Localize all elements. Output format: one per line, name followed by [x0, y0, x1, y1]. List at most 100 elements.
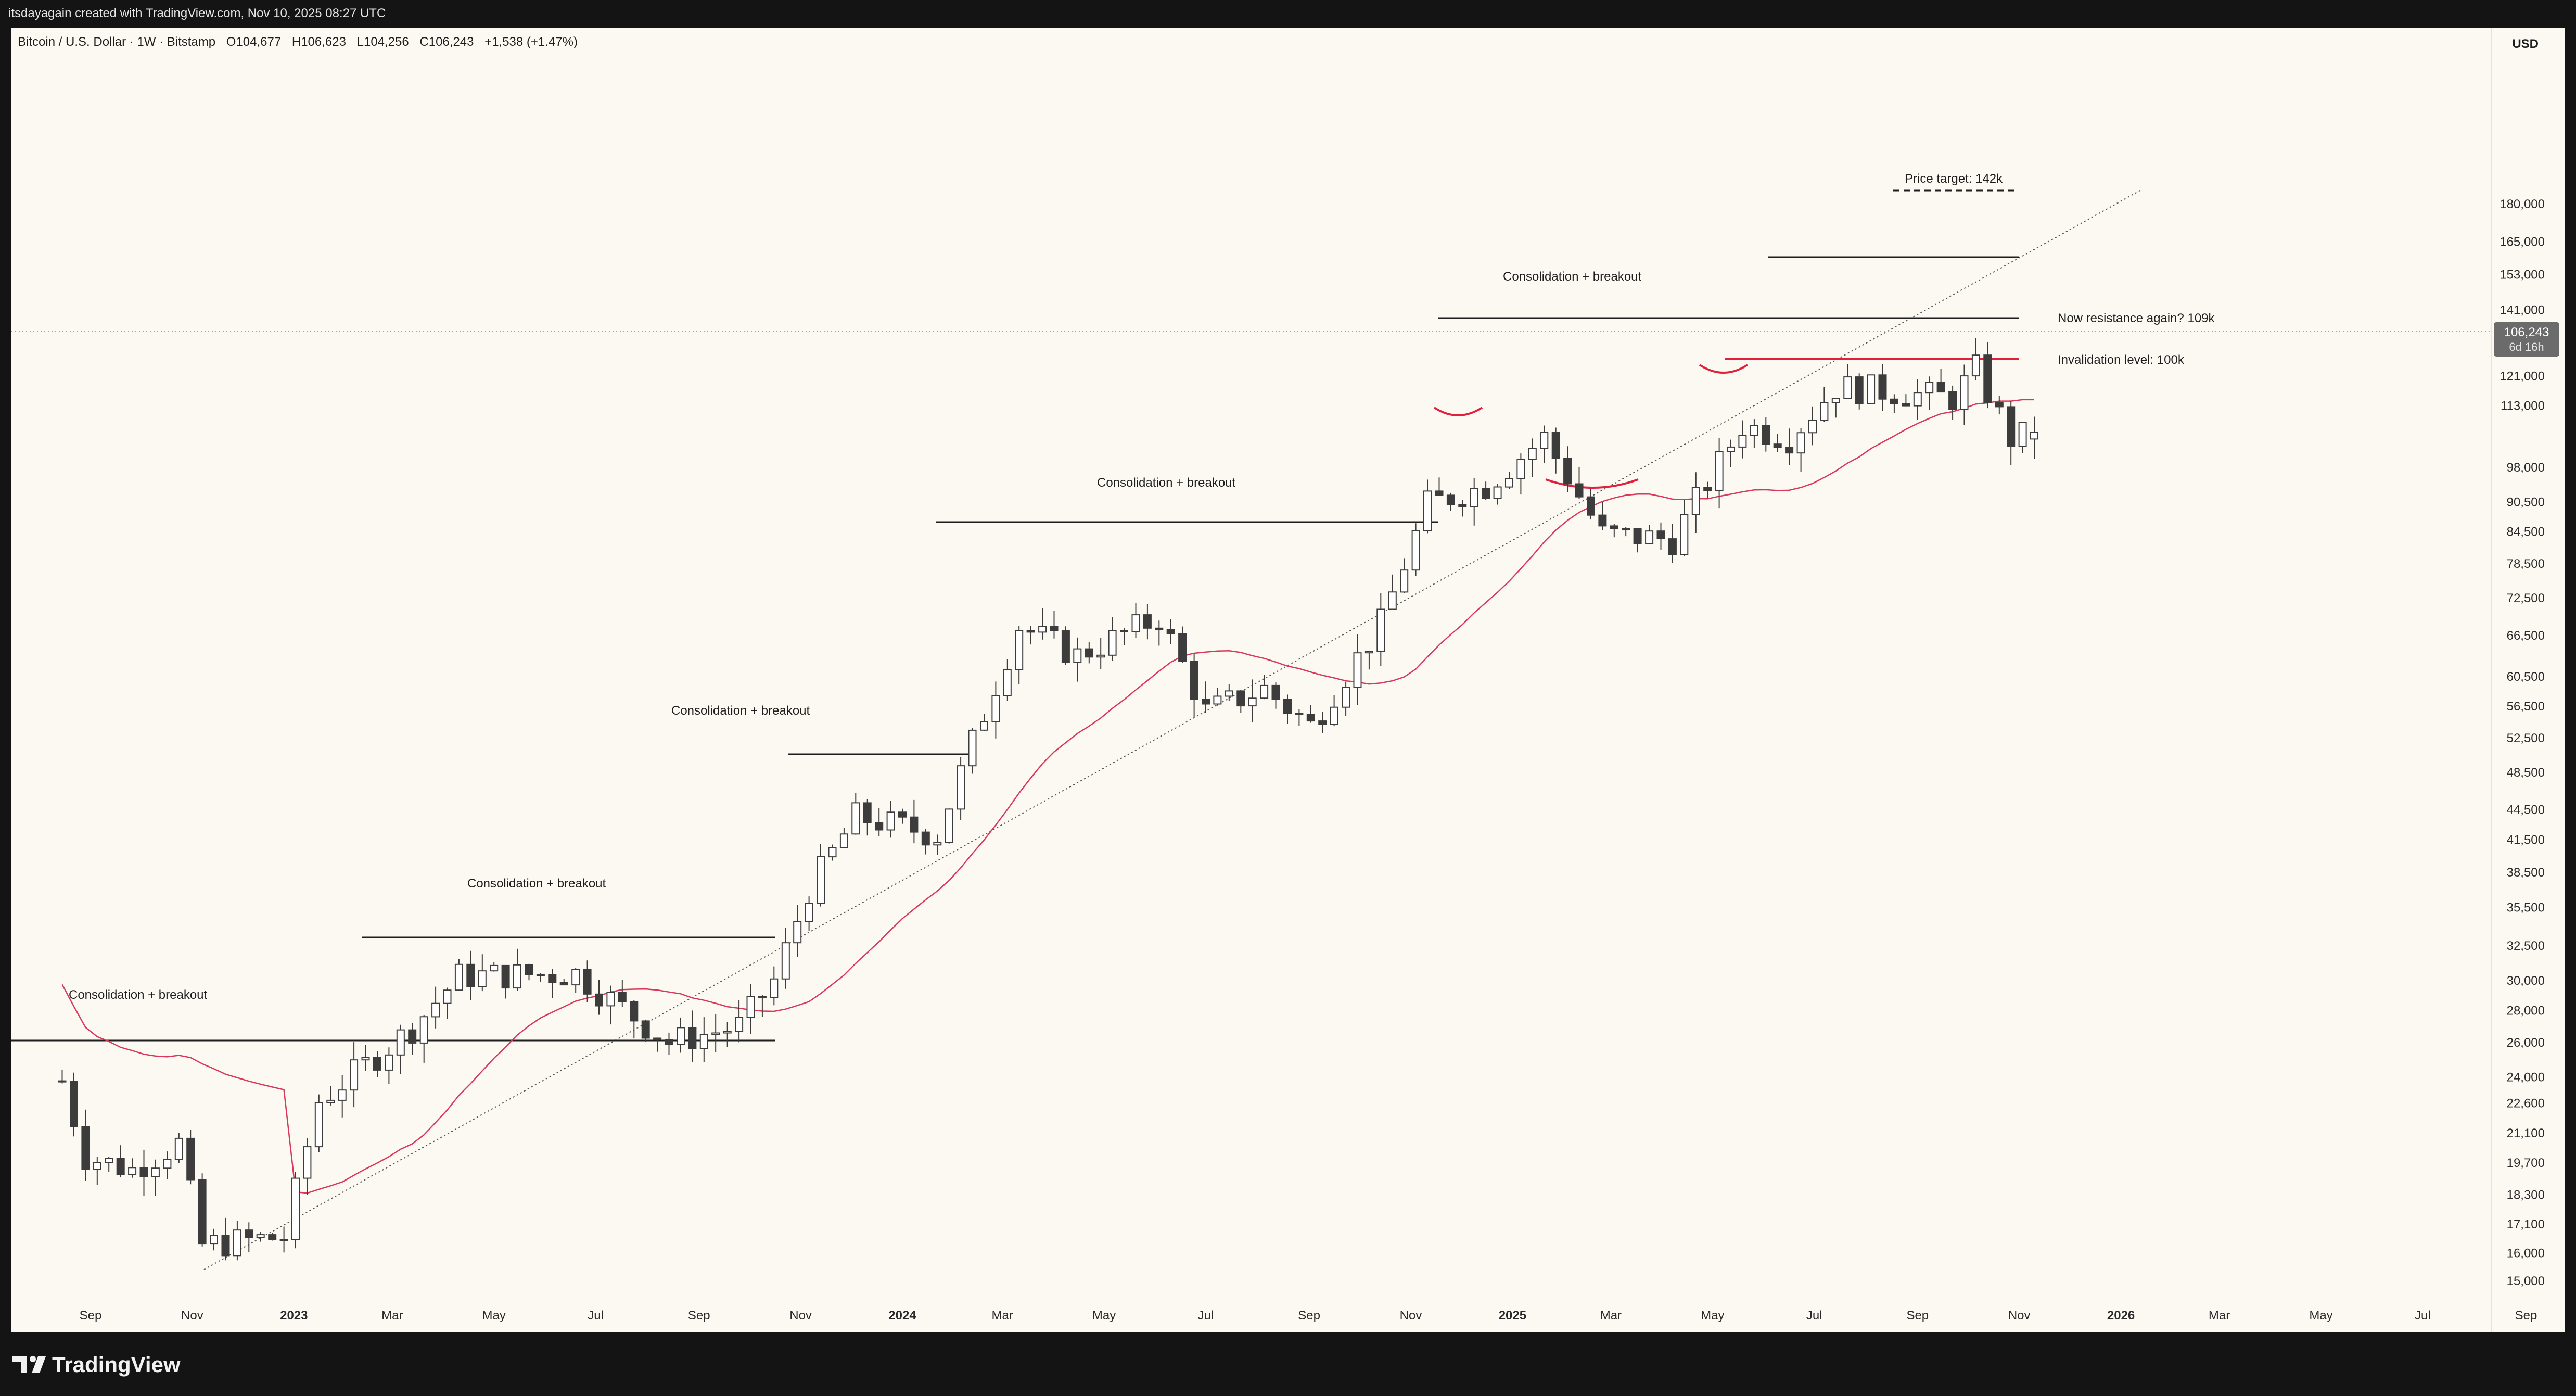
candle[interactable]: [139, 1149, 148, 1197]
candle[interactable]: [1400, 558, 1409, 593]
candle[interactable]: [350, 1042, 359, 1108]
candle[interactable]: [1855, 373, 1864, 410]
candle[interactable]: [245, 1222, 253, 1253]
candle[interactable]: [1061, 626, 1070, 665]
candle[interactable]: [641, 1019, 650, 1042]
candle[interactable]: [1108, 617, 1117, 661]
candle[interactable]: [279, 1226, 288, 1253]
candle[interactable]: [1038, 608, 1047, 640]
candle[interactable]: [1505, 472, 1513, 489]
candle[interactable]: [1260, 675, 1269, 700]
symbol-legend[interactable]: Bitcoin / U.S. Dollar · 1W · Bitstamp O1…: [18, 35, 585, 49]
candle[interactable]: [2007, 400, 2016, 465]
candle[interactable]: [957, 757, 965, 820]
candle[interactable]: [291, 1172, 300, 1249]
candle[interactable]: [1353, 634, 1362, 705]
candle[interactable]: [595, 980, 603, 1015]
candle[interactable]: [548, 969, 557, 998]
candle[interactable]: [1120, 628, 1128, 645]
candle[interactable]: [221, 1217, 230, 1261]
candle[interactable]: [163, 1151, 172, 1179]
candle[interactable]: [1773, 434, 1782, 452]
annotation-consolidation-1[interactable]: Consolidation + breakout: [69, 988, 208, 1002]
candle[interactable]: [1178, 626, 1187, 663]
candle[interactable]: [839, 828, 848, 848]
candle[interactable]: [1831, 398, 1840, 418]
candle[interactable]: [1213, 688, 1222, 706]
candle[interactable]: [105, 1157, 113, 1172]
annotation-consolidation-4[interactable]: Consolidation + breakout: [1097, 476, 1236, 490]
candle[interactable]: [490, 962, 499, 972]
candle[interactable]: [1446, 492, 1455, 511]
candle[interactable]: [1248, 679, 1257, 722]
candle[interactable]: [1411, 523, 1420, 576]
candle[interactable]: [863, 799, 872, 836]
candle[interactable]: [1493, 484, 1502, 505]
candle[interactable]: [1948, 385, 1957, 420]
candle[interactable]: [1563, 446, 1572, 492]
candle[interactable]: [735, 1000, 744, 1043]
candle[interactable]: [758, 995, 767, 1017]
candle[interactable]: [1971, 338, 1980, 380]
candle[interactable]: [198, 1173, 207, 1247]
candle[interactable]: [210, 1228, 218, 1251]
candle[interactable]: [1808, 406, 1817, 446]
candle[interactable]: [1890, 394, 1898, 413]
candle[interactable]: [70, 1072, 78, 1137]
candle[interactable]: [1610, 524, 1618, 538]
candle[interactable]: [268, 1233, 277, 1241]
candle[interactable]: [116, 1145, 125, 1177]
candle[interactable]: [1960, 364, 1969, 425]
candle[interactable]: [1155, 620, 1164, 646]
candle[interactable]: [1622, 527, 1630, 537]
candle[interactable]: [945, 808, 953, 844]
candle[interactable]: [711, 1014, 720, 1052]
candle[interactable]: [1995, 396, 2004, 415]
candle[interactable]: [1015, 626, 1024, 684]
candle[interactable]: [1073, 637, 1082, 682]
candle[interactable]: [1143, 604, 1152, 640]
candle[interactable]: [1867, 374, 1876, 404]
candle[interactable]: [1936, 369, 1945, 393]
candle[interactable]: [1983, 342, 1992, 409]
candle[interactable]: [1820, 387, 1829, 422]
candle[interactable]: [1668, 524, 1677, 563]
annotation-consolidation-5[interactable]: Consolidation + breakout: [1503, 270, 1642, 284]
candle[interactable]: [1516, 453, 1525, 495]
candle[interactable]: [898, 808, 907, 824]
symbol-name[interactable]: Bitcoin / U.S. Dollar · 1W · Bitstamp: [18, 35, 216, 49]
candle[interactable]: [2018, 422, 2027, 453]
candle[interactable]: [1435, 477, 1444, 496]
candle[interactable]: [1423, 479, 1432, 534]
chart-panel[interactable]: Bitcoin / U.S. Dollar · 1W · Bitstamp O1…: [11, 28, 2565, 1332]
candle[interactable]: [1096, 638, 1105, 669]
tradingview-logo[interactable]: TradingView: [12, 1352, 181, 1377]
candle[interactable]: [1376, 593, 1385, 666]
candle[interactable]: [1003, 659, 1012, 701]
candle[interactable]: [606, 985, 615, 1025]
candle[interactable]: [828, 844, 837, 861]
candle[interactable]: [1925, 376, 1934, 410]
candle[interactable]: [338, 1075, 347, 1118]
candle[interactable]: [501, 964, 510, 999]
candles-layer[interactable]: [58, 338, 2038, 1261]
candle[interactable]: [314, 1094, 323, 1152]
candle[interactable]: [630, 1000, 639, 1039]
candle[interactable]: [93, 1157, 101, 1185]
candle[interactable]: [1364, 651, 1373, 670]
candle[interactable]: [1528, 438, 1537, 477]
candle[interactable]: [81, 1109, 90, 1181]
candle[interactable]: [1050, 611, 1059, 639]
candle[interactable]: [1306, 705, 1315, 723]
candle[interactable]: [303, 1138, 312, 1195]
candle[interactable]: [1843, 364, 1852, 399]
candle[interactable]: [1902, 394, 1910, 407]
candle[interactable]: [886, 801, 895, 838]
annotation-invalidation[interactable]: Invalidation level: 100k: [2058, 353, 2185, 367]
candle[interactable]: [1913, 379, 1922, 420]
candle[interactable]: [536, 973, 545, 982]
candle[interactable]: [58, 1070, 67, 1084]
candle[interactable]: [933, 834, 942, 855]
candle[interactable]: [1330, 695, 1338, 727]
candle[interactable]: [1085, 642, 1093, 664]
